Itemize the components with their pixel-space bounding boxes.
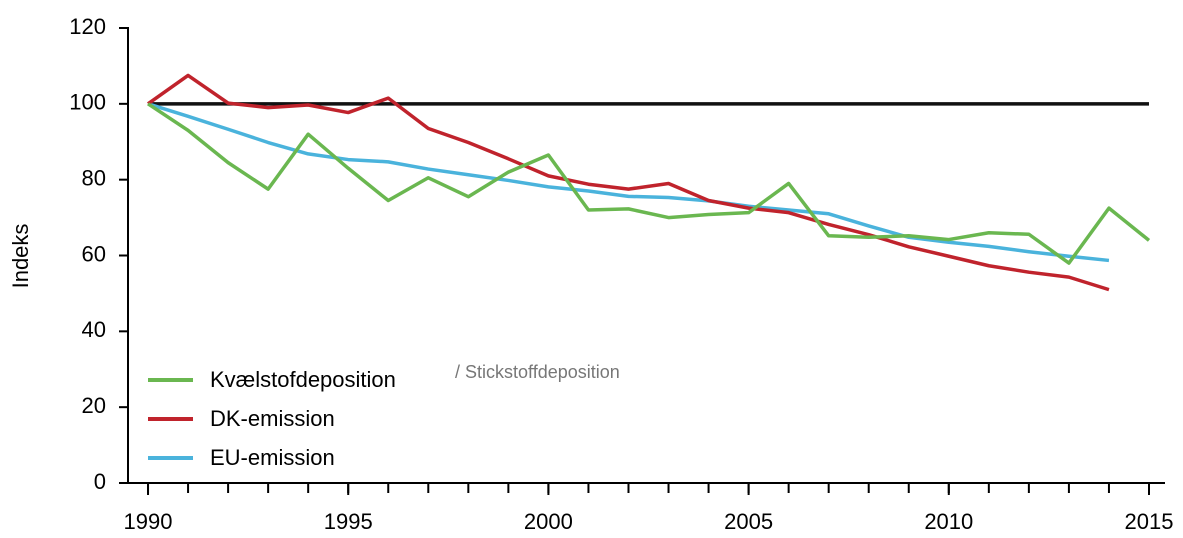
x-tick-label: 2000 [524,509,573,534]
y-tick-label: 20 [82,393,106,418]
x-tick-label: 1995 [324,509,373,534]
annotation: / Stickstoffdeposition [455,362,620,382]
legend-label: EU-emission [210,445,335,470]
x-tick-label: 1990 [124,509,173,534]
y-tick-label: 100 [69,90,106,115]
x-tick-label: 2005 [724,509,773,534]
series-line [147,73,1110,292]
y-tick-label: 80 [82,165,106,190]
y-axis-label: Indeks [8,224,33,289]
y-tick-label: 40 [82,317,106,342]
series-line [147,102,1151,265]
y-tick-label: 60 [82,241,106,266]
series-line [147,102,1110,263]
legend-label: Kvælstofdeposition [210,367,396,392]
y-tick-label: 120 [69,14,106,39]
legend-label: DK-emission [210,406,335,431]
x-tick-label: 2010 [924,509,973,534]
x-tick-label: 2015 [1125,509,1174,534]
y-tick-label: 0 [94,469,106,494]
